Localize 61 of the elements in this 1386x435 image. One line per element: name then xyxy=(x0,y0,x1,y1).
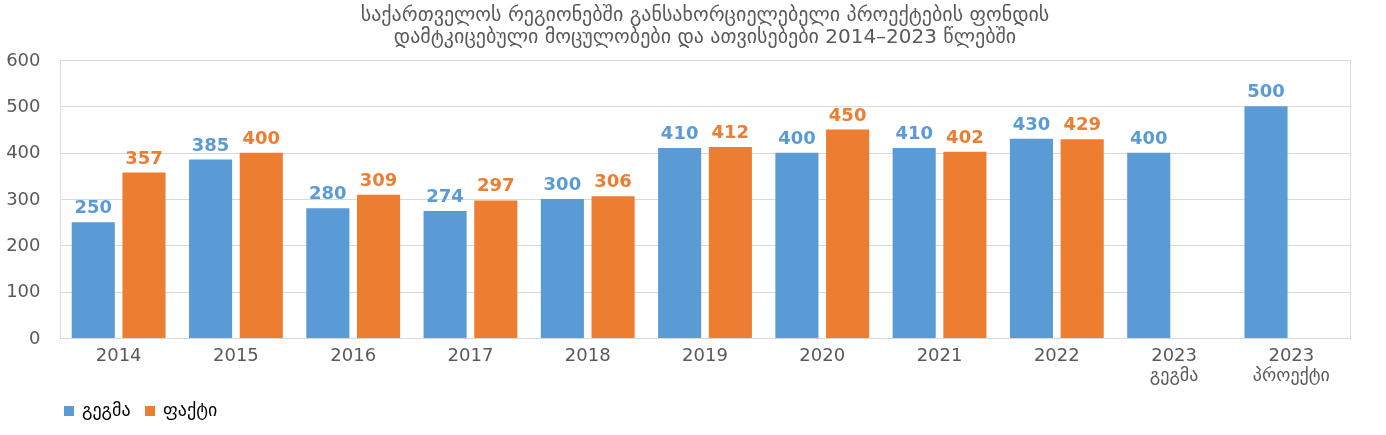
x-tick-label: 2019 xyxy=(682,343,728,365)
data-label: 410 xyxy=(895,122,933,144)
bar xyxy=(356,194,401,338)
bar xyxy=(658,148,702,338)
bar xyxy=(1244,106,1288,338)
bar xyxy=(239,152,283,338)
data-label: 500 xyxy=(1247,80,1285,102)
bar xyxy=(591,196,635,338)
bar xyxy=(71,222,115,338)
y-tick-label: 500 xyxy=(6,94,41,116)
bar xyxy=(775,152,819,338)
data-label: 280 xyxy=(309,182,347,204)
x-tick-label: 2020 xyxy=(799,343,846,365)
bar xyxy=(474,200,518,338)
data-label: 429 xyxy=(1063,113,1101,135)
bar xyxy=(122,172,166,338)
data-label: 402 xyxy=(946,125,984,147)
bar xyxy=(1009,138,1054,338)
x-tick-label: 2021 xyxy=(916,343,963,365)
legend-label: ფაქტი xyxy=(163,399,218,420)
x-tick-label: 2018 xyxy=(564,343,611,365)
legend-label: გეგმა xyxy=(82,399,131,420)
data-label: 450 xyxy=(828,103,867,125)
x-tick-label: 2014 xyxy=(95,343,142,365)
x-tick-label: 2017 xyxy=(447,343,494,365)
y-tick-label: 200 xyxy=(6,233,41,255)
x-tick-label: 2016 xyxy=(330,343,377,365)
data-label: 274 xyxy=(426,185,464,207)
bar xyxy=(892,148,936,338)
data-label: 412 xyxy=(711,121,750,143)
data-label: 385 xyxy=(191,133,230,155)
x-tick-label: 2023 პროექტი xyxy=(1252,343,1330,385)
bar xyxy=(189,159,233,338)
data-label: 306 xyxy=(594,170,632,192)
bar xyxy=(540,199,584,338)
bar xyxy=(423,211,467,338)
data-label: 300 xyxy=(543,173,582,194)
y-tick-label: 600 xyxy=(6,48,41,70)
x-tick-label: 2023 გეგმა xyxy=(1149,343,1199,385)
data-label: 357 xyxy=(125,146,163,168)
bar xyxy=(826,129,870,338)
data-label: 309 xyxy=(359,168,398,190)
data-label: 400 xyxy=(778,126,816,148)
y-tick-label: 300 xyxy=(6,187,41,209)
x-tick-label: 2022 xyxy=(1033,343,1080,365)
bar xyxy=(306,208,350,338)
data-label: 297 xyxy=(477,174,515,196)
data-label: 410 xyxy=(660,122,699,144)
bar xyxy=(1127,152,1171,338)
y-tick-label: 0 xyxy=(29,326,41,348)
y-tick-label: 400 xyxy=(6,141,41,163)
bar xyxy=(1060,139,1104,338)
data-label: 400 xyxy=(1129,126,1168,148)
bar xyxy=(708,147,752,338)
data-label: 250 xyxy=(74,196,113,218)
bar xyxy=(943,151,987,338)
data-label: 430 xyxy=(1012,112,1051,134)
text: საქართველოს რეგიონებში განსახორციელებელი პროექტების ფონდის xyxy=(360,2,1050,26)
x-tick-label: 2015 xyxy=(213,343,259,365)
data-label: 400 xyxy=(242,126,281,148)
y-tick-label: 100 xyxy=(6,280,41,302)
